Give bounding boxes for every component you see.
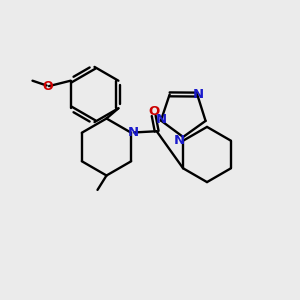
Text: N: N xyxy=(128,126,139,139)
Text: O: O xyxy=(148,105,159,118)
Text: N: N xyxy=(192,88,203,101)
Text: N: N xyxy=(174,134,185,147)
Text: O: O xyxy=(42,80,53,93)
Text: N: N xyxy=(156,113,167,126)
